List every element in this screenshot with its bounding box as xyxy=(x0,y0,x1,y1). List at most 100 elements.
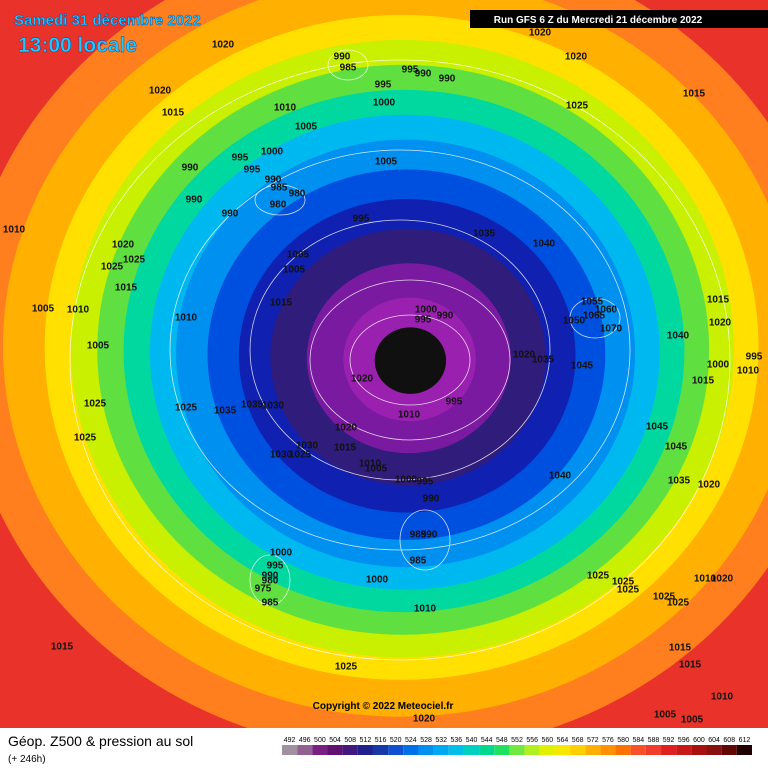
isobar-label: 1025 xyxy=(74,433,97,444)
isobar-label: 1010 xyxy=(694,574,717,585)
isobar-label: 1020 xyxy=(711,574,734,585)
isobar-label: 1060 xyxy=(595,305,618,316)
colorbar-swatch xyxy=(736,745,752,755)
isobar-label: 1025 xyxy=(123,255,146,266)
isobar-label: 1035 xyxy=(532,355,555,366)
colorbar-label: 608 xyxy=(723,737,735,744)
colorbar-label: 524 xyxy=(405,737,417,744)
isobar-label: 1000 xyxy=(270,548,293,559)
isobar-label: 1000 xyxy=(373,98,396,109)
valid-time: 13:00 locale xyxy=(18,34,137,57)
isobar-label: 1015 xyxy=(334,443,357,454)
isobar-label: 1020 xyxy=(698,480,721,491)
isobar-label: 1010 xyxy=(359,459,382,470)
run-info: Run GFS 6 Z du Mercredi 21 décembre 2022 xyxy=(494,15,703,26)
isobar-label: 1010 xyxy=(274,103,297,114)
isobar-label: 995 xyxy=(244,165,261,176)
isobar-label: 1015 xyxy=(270,298,293,309)
colorbar-label: 596 xyxy=(678,737,690,744)
isobar-label: 1035 xyxy=(668,476,691,487)
colorbar-label: 500 xyxy=(314,737,326,744)
isobar-label: 995 xyxy=(353,214,370,225)
isobar-label: 1025 xyxy=(667,598,690,609)
isobar-label: 1055 xyxy=(581,297,604,308)
isobar-label: 1025 xyxy=(653,592,676,603)
isobar-label: 1040 xyxy=(667,331,690,342)
isobar-label: 1040 xyxy=(549,471,572,482)
isobar-label: 1005 xyxy=(283,265,306,276)
isobar-label: 990 xyxy=(265,175,282,186)
isobar-label: 1005 xyxy=(87,341,110,352)
isobar-label: 1010 xyxy=(711,692,734,703)
colorbar-swatch xyxy=(388,745,404,755)
colorbar-swatch xyxy=(585,745,601,755)
isobar-label: 1005 xyxy=(295,122,318,133)
colorbar-label: 540 xyxy=(466,737,478,744)
isobar-label: 1015 xyxy=(692,376,715,387)
isobar-label: 985 xyxy=(410,556,427,567)
colorbar-label: 536 xyxy=(451,737,463,744)
isobar-label: 995 xyxy=(446,397,463,408)
isobar-label: 990 xyxy=(262,571,279,582)
colorbar-swatch xyxy=(570,745,586,755)
colorbar-label: 520 xyxy=(390,737,402,744)
colorbar-label: 568 xyxy=(572,737,584,744)
colorbar-swatch xyxy=(479,745,495,755)
colorbar-swatch xyxy=(418,745,434,755)
colorbar-swatch xyxy=(509,745,525,755)
colorbar-swatch xyxy=(645,745,662,755)
colorbar-swatch xyxy=(448,745,464,755)
colorbar-label: 564 xyxy=(557,737,569,744)
isobar-label: 1005 xyxy=(375,157,398,168)
isobar-label: 980 xyxy=(262,576,279,587)
isobar-label: 1070 xyxy=(600,324,623,335)
isobar-label: 1025 xyxy=(617,585,640,596)
colorbar-swatch xyxy=(721,745,737,755)
isobar-label: 1020 xyxy=(212,40,235,51)
isobar-label: 995 xyxy=(375,80,392,91)
colorbar-swatch xyxy=(691,745,707,755)
isobar-label: 1000 xyxy=(415,305,438,316)
isobar-label: 1005 xyxy=(287,250,310,261)
isobar-label: 1000 xyxy=(395,475,418,486)
colorbar-swatch xyxy=(630,745,646,755)
isobar-label: 1015 xyxy=(683,89,706,100)
isobar-label: 985 xyxy=(262,598,279,609)
isobar-label: 1000 xyxy=(707,360,730,371)
isobar-label: 1015 xyxy=(51,642,74,653)
isobar-label: 1020 xyxy=(335,423,358,434)
colorbar-swatch xyxy=(463,745,480,755)
colorbar-label: 496 xyxy=(299,737,311,744)
colorbar-label: 560 xyxy=(541,737,553,744)
colorbar-swatch xyxy=(524,745,540,755)
isobar-label: 995 xyxy=(402,65,419,76)
isobar-label: 1025 xyxy=(335,662,358,673)
isobar-label: 995 xyxy=(232,153,249,164)
colorbar-swatch xyxy=(312,745,328,755)
colorbar-label: 544 xyxy=(481,737,493,744)
colorbar-swatch xyxy=(327,745,343,755)
isobar-label: 1035 xyxy=(241,400,264,411)
isobar-label: 1010 xyxy=(414,604,437,615)
isobar-label: 1020 xyxy=(112,240,135,251)
colorbar-label: 588 xyxy=(648,737,660,744)
isobar-label: 990 xyxy=(182,163,199,174)
colorbar-swatch xyxy=(706,745,722,755)
colorbar-label: 604 xyxy=(708,737,720,744)
colorbar-swatch xyxy=(554,745,571,755)
isobar-label: 1025 xyxy=(101,262,124,273)
isobar-label: 1030 xyxy=(296,441,319,452)
isobar-label: 1020 xyxy=(709,318,732,329)
isobar-label: 1015 xyxy=(679,660,702,671)
isobar-label: 1015 xyxy=(162,108,185,119)
band xyxy=(374,327,447,394)
isobar-label: 985 xyxy=(340,63,357,74)
colorbar-label: 552 xyxy=(511,737,523,744)
colorbar-swatch xyxy=(661,745,677,755)
isobar-label: 1025 xyxy=(587,571,610,582)
colorbar-swatch xyxy=(615,745,631,755)
isobar-label: 1045 xyxy=(571,361,594,372)
isobar-label: 990 xyxy=(421,530,438,541)
isobar-label: 995 xyxy=(415,315,432,326)
